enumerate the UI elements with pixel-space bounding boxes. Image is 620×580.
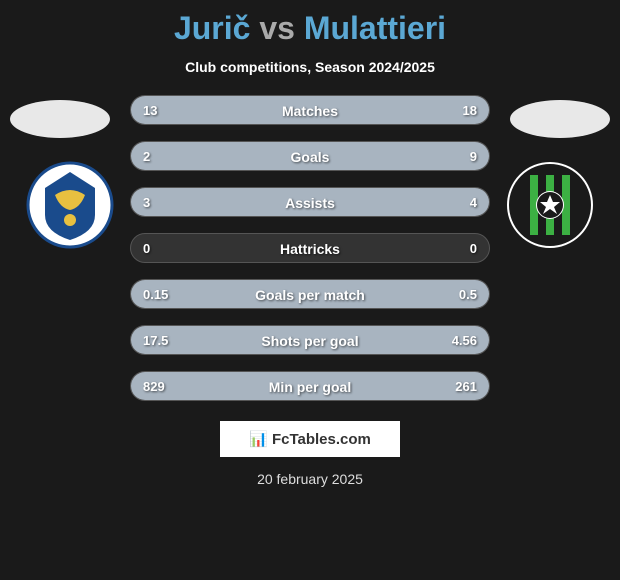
player1-name: Jurič [174, 10, 250, 46]
stat-label: Goals [131, 142, 489, 171]
stat-label: Hattricks [131, 234, 489, 263]
footer-date: 20 february 2025 [0, 471, 620, 487]
vs-text: vs [259, 10, 295, 46]
main-content: 1318Matches 29Goals 34Assists 00Hattricks 0.… [0, 95, 620, 487]
stats-list: 1318Matches 29Goals 34Assists 00Hattricks 0.… [130, 95, 490, 401]
stat-row: 29Goals [130, 141, 490, 171]
stat-label: Goals per match [131, 280, 489, 309]
stat-row: 1318Matches [130, 95, 490, 125]
player2-name: Mulattieri [304, 10, 446, 46]
stat-row: 829261Min per goal [130, 371, 490, 401]
club2-badge [505, 160, 595, 250]
subtitle: Club competitions, Season 2024/2025 [0, 59, 620, 75]
stat-row: 17.54.56Shots per goal [130, 325, 490, 355]
comparison-title: Jurič vs Mulattieri [0, 0, 620, 47]
stat-row: 0.150.5Goals per match [130, 279, 490, 309]
stat-label: Shots per goal [131, 326, 489, 355]
club1-badge [25, 160, 115, 250]
player2-placeholder [510, 100, 610, 138]
stat-label: Min per goal [131, 372, 489, 401]
player1-placeholder [10, 100, 110, 138]
footer-logo: 📊 FcTables.com [220, 421, 400, 457]
stat-row: 34Assists [130, 187, 490, 217]
stat-label: Assists [131, 188, 489, 217]
stat-label: Matches [131, 96, 489, 125]
stat-row: 00Hattricks [130, 233, 490, 263]
